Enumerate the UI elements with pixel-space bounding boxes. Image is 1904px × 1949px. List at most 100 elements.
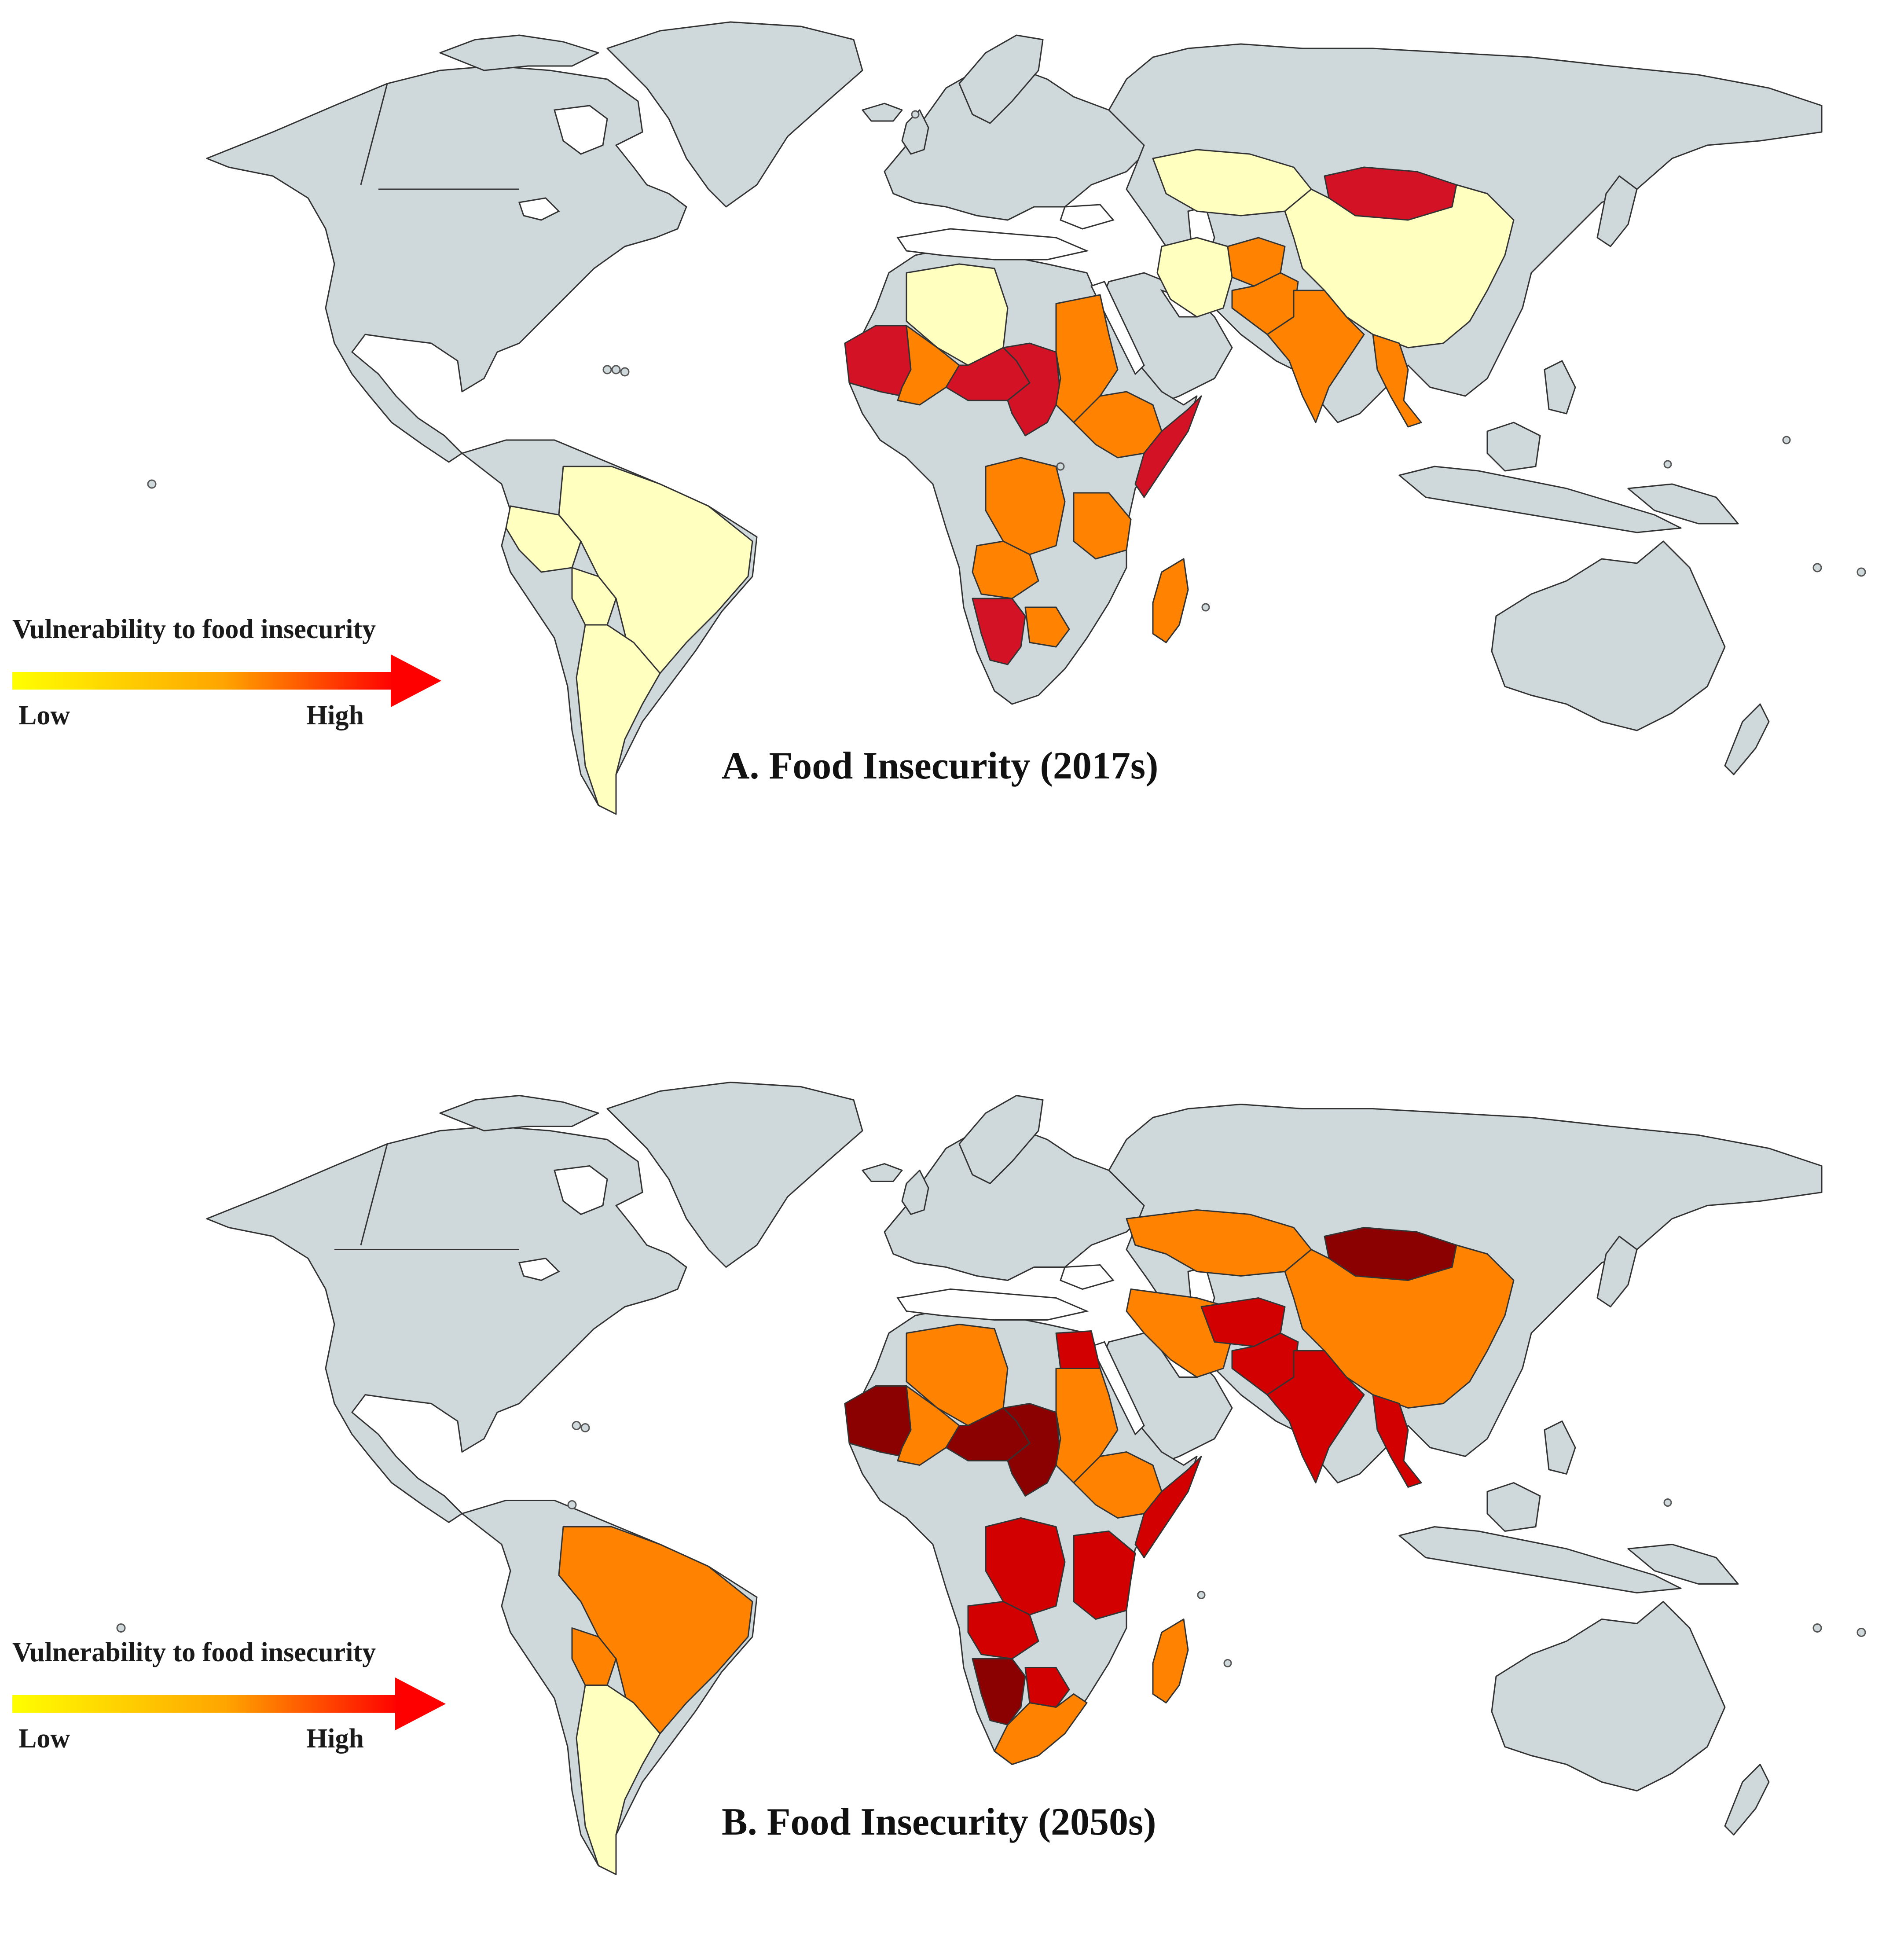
borneo	[1486, 1482, 1541, 1532]
country-fills-a	[505, 149, 1515, 815]
legend-a: Vulnerability to food insecurity Low Hig…	[12, 614, 452, 772]
islet	[1056, 462, 1065, 471]
map-panel-a: Vulnerability to food insecurity Low Hig…	[0, 0, 1904, 885]
region-a-india	[1266, 290, 1365, 423]
islet	[116, 1623, 126, 1633]
legend-low-label: Low	[18, 1724, 70, 1754]
islets-b	[116, 1421, 1866, 1667]
region-b-china	[1284, 1244, 1515, 1409]
arctic-islands	[439, 34, 599, 71]
legend-b: Vulnerability to food insecurity Low Hig…	[12, 1637, 452, 1795]
new-zealand	[1724, 703, 1770, 775]
black-sea	[1060, 204, 1115, 230]
region-b-angola	[967, 1601, 1039, 1659]
islet	[1223, 1659, 1232, 1667]
region-a-drcongo	[985, 457, 1066, 555]
region-a-argentina	[576, 624, 661, 815]
indonesia	[1398, 1526, 1682, 1593]
region-b-chad	[1002, 1403, 1061, 1497]
mediterranean	[896, 1288, 1089, 1321]
hudson-bay	[554, 105, 608, 155]
islet	[1782, 436, 1791, 444]
islet	[1812, 563, 1822, 573]
region-a-mali	[897, 325, 960, 406]
alaska-border	[360, 1144, 388, 1245]
islet	[567, 1500, 577, 1509]
world-map-a	[147, 21, 1866, 815]
red-sea	[1090, 281, 1145, 375]
greenland	[606, 1082, 863, 1268]
islet	[620, 367, 630, 377]
panel-title-a: A. Food Insecurity (2017s)	[722, 745, 1159, 787]
region-a-namibia	[972, 598, 1026, 665]
world-map-b	[116, 1082, 1866, 1875]
region-a-chad	[1002, 342, 1061, 437]
islet	[1856, 1628, 1866, 1637]
alaska-border	[360, 83, 388, 185]
scandinavia	[958, 1095, 1044, 1184]
panel-title-b: B. Food Insecurity (2050s)	[722, 1801, 1156, 1843]
legend-title: Vulnerability to food insecurity	[12, 1637, 376, 1667]
legend-gradient-arrow	[12, 1677, 446, 1730]
region-a-myanmar	[1372, 334, 1422, 428]
region-a-peru	[505, 505, 582, 573]
region-b-tanzania	[1073, 1531, 1136, 1620]
new-guinea	[1627, 483, 1739, 525]
great-lakes	[518, 1257, 560, 1281]
region-a-iran	[1156, 237, 1233, 318]
philippines	[1544, 1420, 1576, 1475]
legend-low-label: Low	[18, 701, 70, 730]
region-b-mali	[897, 1385, 960, 1466]
region-b-namibia	[972, 1658, 1026, 1725]
hudson-bay	[554, 1165, 608, 1215]
region-a-botswana	[1024, 606, 1070, 648]
legend-gradient-arrow	[12, 654, 441, 707]
islet	[580, 1423, 590, 1432]
region-b-southafrica	[994, 1693, 1088, 1765]
region-a-tanzania	[1073, 492, 1132, 560]
legend-high-label: High	[306, 1724, 364, 1754]
region-b-myanmar	[1372, 1394, 1422, 1488]
islet	[1201, 603, 1210, 612]
islet	[602, 365, 612, 374]
islet	[1197, 1591, 1206, 1599]
islet	[1812, 1623, 1822, 1633]
region-b-argentina	[576, 1685, 661, 1875]
islet	[572, 1421, 581, 1430]
islet	[1663, 1498, 1672, 1507]
region-b-drcongo	[985, 1517, 1066, 1615]
scandinavia	[958, 34, 1044, 124]
islet	[1663, 460, 1672, 469]
great-britain	[901, 1170, 929, 1215]
region-b-brazil	[558, 1526, 753, 1734]
region-b-egypt	[1055, 1330, 1101, 1369]
region-a-brazil	[558, 466, 753, 674]
iceland	[862, 1163, 903, 1182]
great-britain	[901, 109, 929, 155]
region-b-botswana	[1024, 1667, 1070, 1708]
australia	[1491, 1601, 1726, 1791]
islets-a	[147, 110, 1866, 612]
japan	[1596, 175, 1638, 247]
iceland	[862, 103, 903, 122]
region-a-angola	[972, 540, 1039, 599]
islet	[611, 365, 621, 374]
islet	[147, 479, 157, 489]
country-fills-b	[558, 1209, 1515, 1875]
region-b-india	[1266, 1350, 1365, 1483]
japan	[1596, 1236, 1638, 1307]
region-b-somalia	[1134, 1456, 1202, 1558]
australia	[1491, 540, 1726, 731]
mediterranean	[896, 228, 1089, 261]
region-b-madagascar	[1152, 1619, 1189, 1703]
indonesia	[1398, 466, 1682, 533]
north-america	[206, 65, 687, 463]
region-a-somalia	[1134, 395, 1202, 498]
north-america	[206, 1126, 687, 1523]
new-guinea	[1627, 1544, 1739, 1585]
borneo	[1486, 422, 1541, 472]
new-zealand	[1724, 1764, 1770, 1835]
region-a-china	[1284, 184, 1515, 349]
great-lakes	[518, 197, 560, 221]
legend-title: Vulnerability to food insecurity	[12, 614, 376, 644]
